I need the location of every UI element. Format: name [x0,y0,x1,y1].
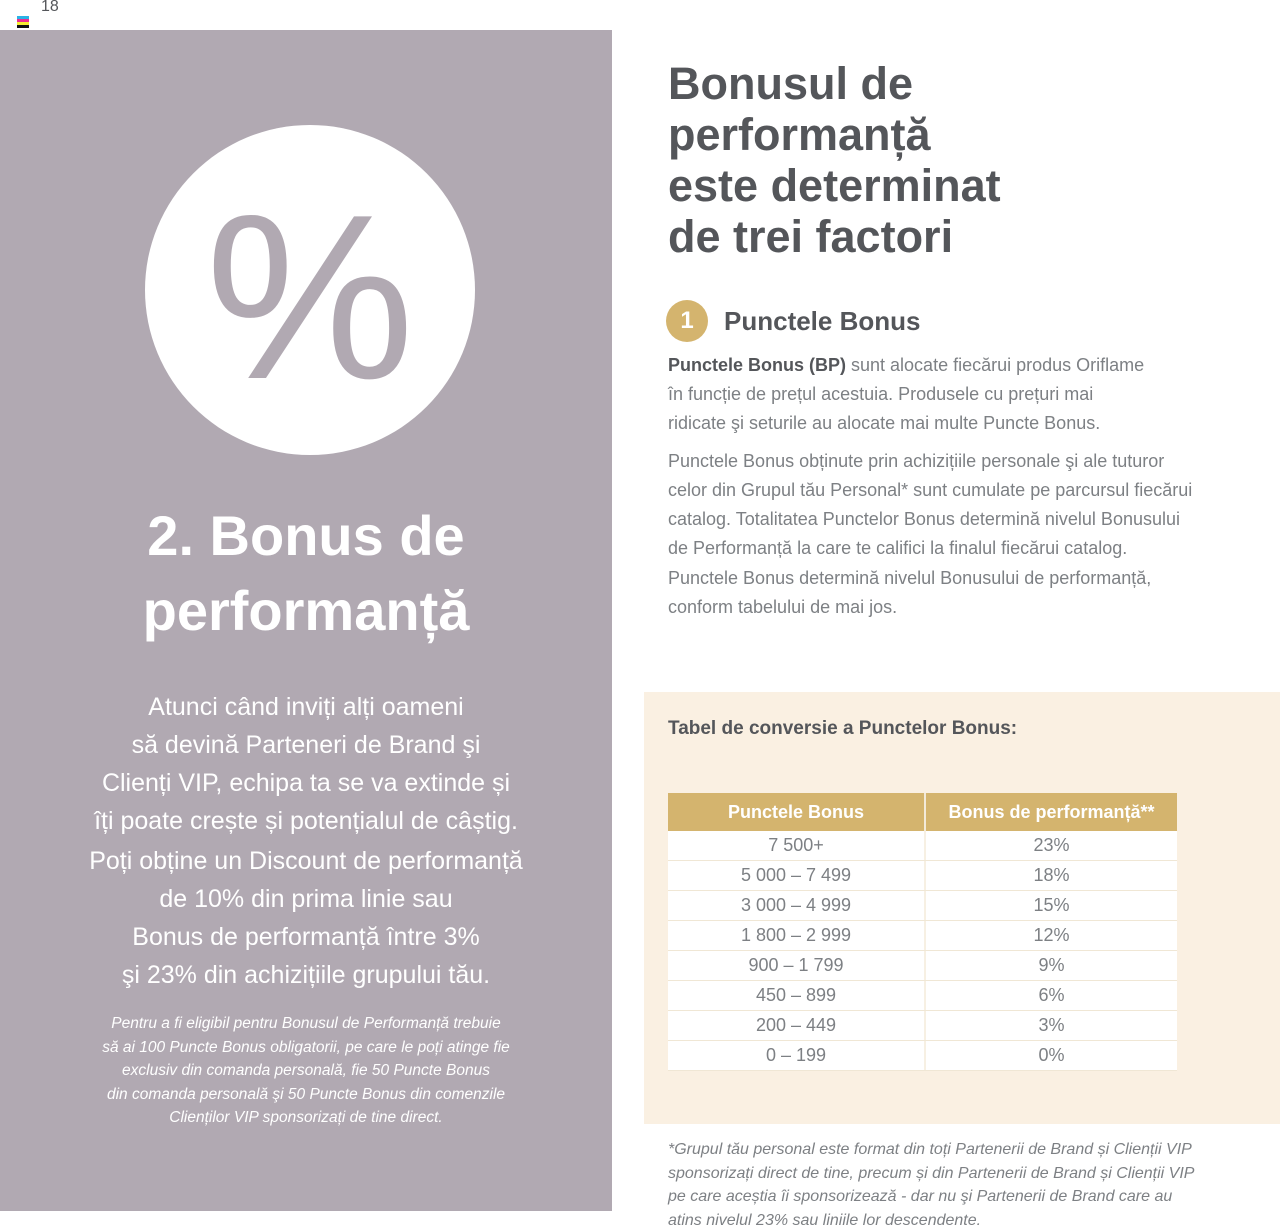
table-cell-points: 5 000 – 7 499 [740,865,852,885]
conversion-table-title: Tabel de conversie a Punctelor Bonus: [668,718,1018,739]
table-row: 0 – 199 0% [668,1041,1177,1071]
bonus-conversion-table: Punctele Bonus Bonus de performanță** 7 … [668,793,1177,1071]
body-paragraph-1-rest: sunt alocate fiecărui produs Oriflame în… [668,355,1145,433]
column-divider [924,981,926,1010]
column-divider [924,1011,926,1040]
table-cell-points: 450 – 899 [755,985,837,1005]
left-footnote: Pentru a fi eligibil pentru Bonusul de P… [102,1015,510,1126]
print-color-bar-icon [17,16,29,28]
table-header-punctele-bonus: Punctele Bonus [727,801,865,822]
table-cell-points: 200 – 449 [755,1015,837,1035]
percent-symbol: % [205,164,415,428]
column-divider [924,1041,926,1070]
step-1-title: Punctele Bonus [724,305,921,336]
table-row: 7 500+ 23% [668,831,1177,861]
color-bar-stripe [17,19,29,22]
table-cell-points: 7 500+ [768,835,824,855]
table-cell-percentage: 0% [1038,1045,1065,1065]
bonus-table-body: 7 500+ 23% 5 000 – 7 499 18% 3 000 – 4 999 15… [668,831,1177,1071]
table-header-row: Punctele Bonus Bonus de performanță** [668,793,1177,831]
step-1: 1 Punctele Bonus [666,300,920,342]
column-divider [924,861,926,890]
table-cell-points: 900 – 1 799 [748,955,844,975]
conversion-table-box: Tabel de conversie a Punctelor Bonus: Pu… [644,692,1280,1124]
table-header-bonus-performanta: Bonus de performanță** [948,801,1155,822]
table-row: 900 – 1 799 9% [668,951,1177,981]
table-cell-percentage: 3% [1038,1015,1065,1035]
page-number: 18 [41,0,59,15]
color-bar-stripe [17,25,29,28]
table-cell-percentage: 15% [1033,895,1070,915]
table-cell-points: 1 800 – 2 999 [740,925,852,945]
table-row: 450 – 899 6% [668,981,1177,1011]
table-cell-percentage: 12% [1033,925,1070,945]
table-row: 1 800 – 2 999 12% [668,921,1177,951]
column-divider [924,921,926,950]
table-cell-points: 3 000 – 4 999 [740,895,852,915]
color-bar-stripe [17,16,29,19]
body-paragraph-1: Punctele Bonus (BP) sunt alocate fiecăru… [668,351,1272,438]
table-cell-percentage: 23% [1033,835,1070,855]
table-row: 3 000 – 4 999 15% [668,891,1177,921]
column-divider [924,831,926,860]
section-title: 2. Bonus de performanță [142,504,470,642]
table-cell-percentage: 18% [1033,865,1070,885]
left-purple-panel: % 2. Bonus de performanță Atunci când in… [0,30,612,1211]
table-cell-percentage: 6% [1038,985,1065,1005]
column-divider [924,793,926,831]
column-divider [924,891,926,920]
left-paragraph-1: Atunci când inviți alți oameni să devină… [94,693,518,835]
body-paragraph-3: Punctele Bonus determină nivelul Bonusul… [668,568,1152,617]
table-cell-points: 0 – 199 [765,1045,827,1065]
table-row: 200 – 449 3% [668,1011,1177,1041]
left-paragraph-2: Poți obține un Discount de performanță d… [89,847,523,989]
body-paragraph-2: Punctele Bonus obținute prin achizițiile… [668,451,1193,558]
step-1-number-badge: 1 [666,300,708,342]
percent-circle-icon: % [145,125,475,455]
bottom-footnote: *Grupul tău personal este format din toț… [668,1141,1195,1229]
body-paragraph-1-lead: Punctele Bonus (BP) [668,355,847,375]
column-divider [924,951,926,980]
table-row: 5 000 – 7 499 18% [668,861,1177,891]
color-bar-stripe [17,22,29,25]
table-cell-percentage: 9% [1038,955,1065,975]
page-title: Bonusul de performanță este determinat d… [668,58,1001,262]
